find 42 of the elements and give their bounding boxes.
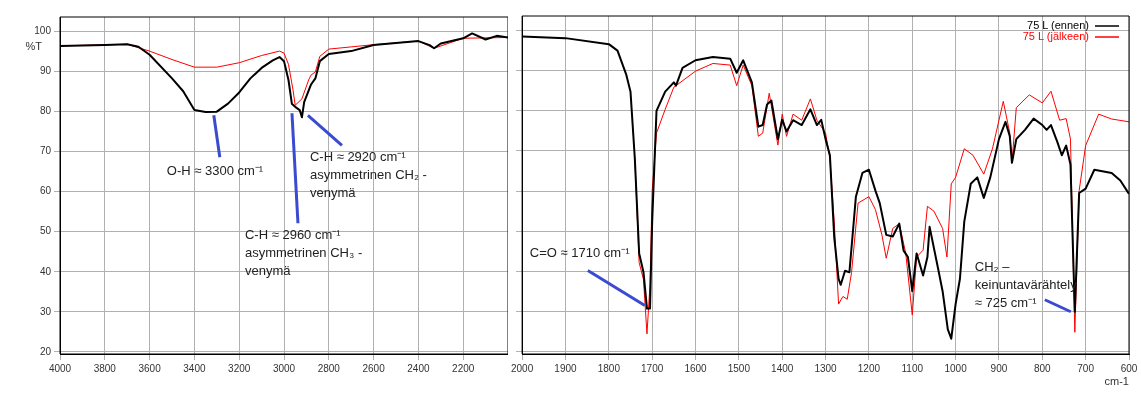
y-tick-label: 40 (39, 265, 52, 277)
x-tick-label: 1500 (727, 362, 751, 374)
x-tick-label: 2200 (452, 362, 475, 374)
x-tick-label: 3200 (228, 362, 251, 374)
legend-label: 75 L (jälkeen) (1022, 30, 1089, 43)
x-tick-label: 1400 (771, 362, 794, 374)
annotation: C=O ≈ 1710 cm⁻¹ (529, 245, 631, 261)
annotation: C-H ≈ 2960 cm⁻¹ asymmetrinen CH₃ - venymä (244, 226, 363, 278)
annotation: C-H ≈ 2920 cm⁻¹ asymmetrinen CH₂ - venymä (309, 148, 427, 200)
x-tick-label: 1900 (554, 362, 578, 374)
x-tick-label: 3800 (93, 362, 117, 374)
x-tick-label: 2800 (317, 362, 341, 374)
y-tick-label: 30 (39, 305, 52, 317)
x-tick-label: 3000 (272, 362, 296, 374)
y-tick-label: 60 (39, 185, 52, 197)
x-tick-label: 700 (1077, 362, 1095, 374)
y-tick-label: 50 (39, 225, 52, 237)
legend-label: 75 L (ennen) (1027, 19, 1089, 32)
x-tick-label: 600 (1120, 362, 1138, 374)
x-tick-label: 1600 (684, 362, 708, 374)
y-tick-label: 80 (39, 105, 52, 117)
x-tick-label: 2600 (362, 362, 386, 374)
y-tick-label: 20 (39, 345, 52, 357)
x-tick-label: 800 (1033, 362, 1052, 374)
y-tick-label: 90 (39, 64, 52, 76)
x-tick-label: 1200 (857, 362, 881, 374)
x-axis-title: cm-1 (1104, 374, 1129, 387)
x-tick-label: 1300 (814, 362, 838, 374)
y-axis-title: %T (25, 40, 43, 53)
x-tick-label: 4000 (48, 362, 72, 374)
x-tick-label: 1700 (641, 362, 664, 374)
x-tick-label: 2000 (511, 362, 534, 374)
x-tick-label: 1000 (944, 362, 968, 374)
y-tick-label: 100 (34, 24, 52, 36)
x-tick-label: 2400 (407, 362, 430, 374)
x-tick-label: 900 (990, 362, 1008, 374)
y-tick-label: 70 (39, 145, 52, 157)
x-tick-label: 1800 (597, 362, 621, 374)
x-tick-label: 3400 (183, 362, 206, 374)
x-tick-label: 3600 (138, 362, 162, 374)
x-tick-label: 1100 (901, 362, 924, 374)
annotation: O-H ≈ 3300 cm⁻¹ (166, 162, 264, 178)
